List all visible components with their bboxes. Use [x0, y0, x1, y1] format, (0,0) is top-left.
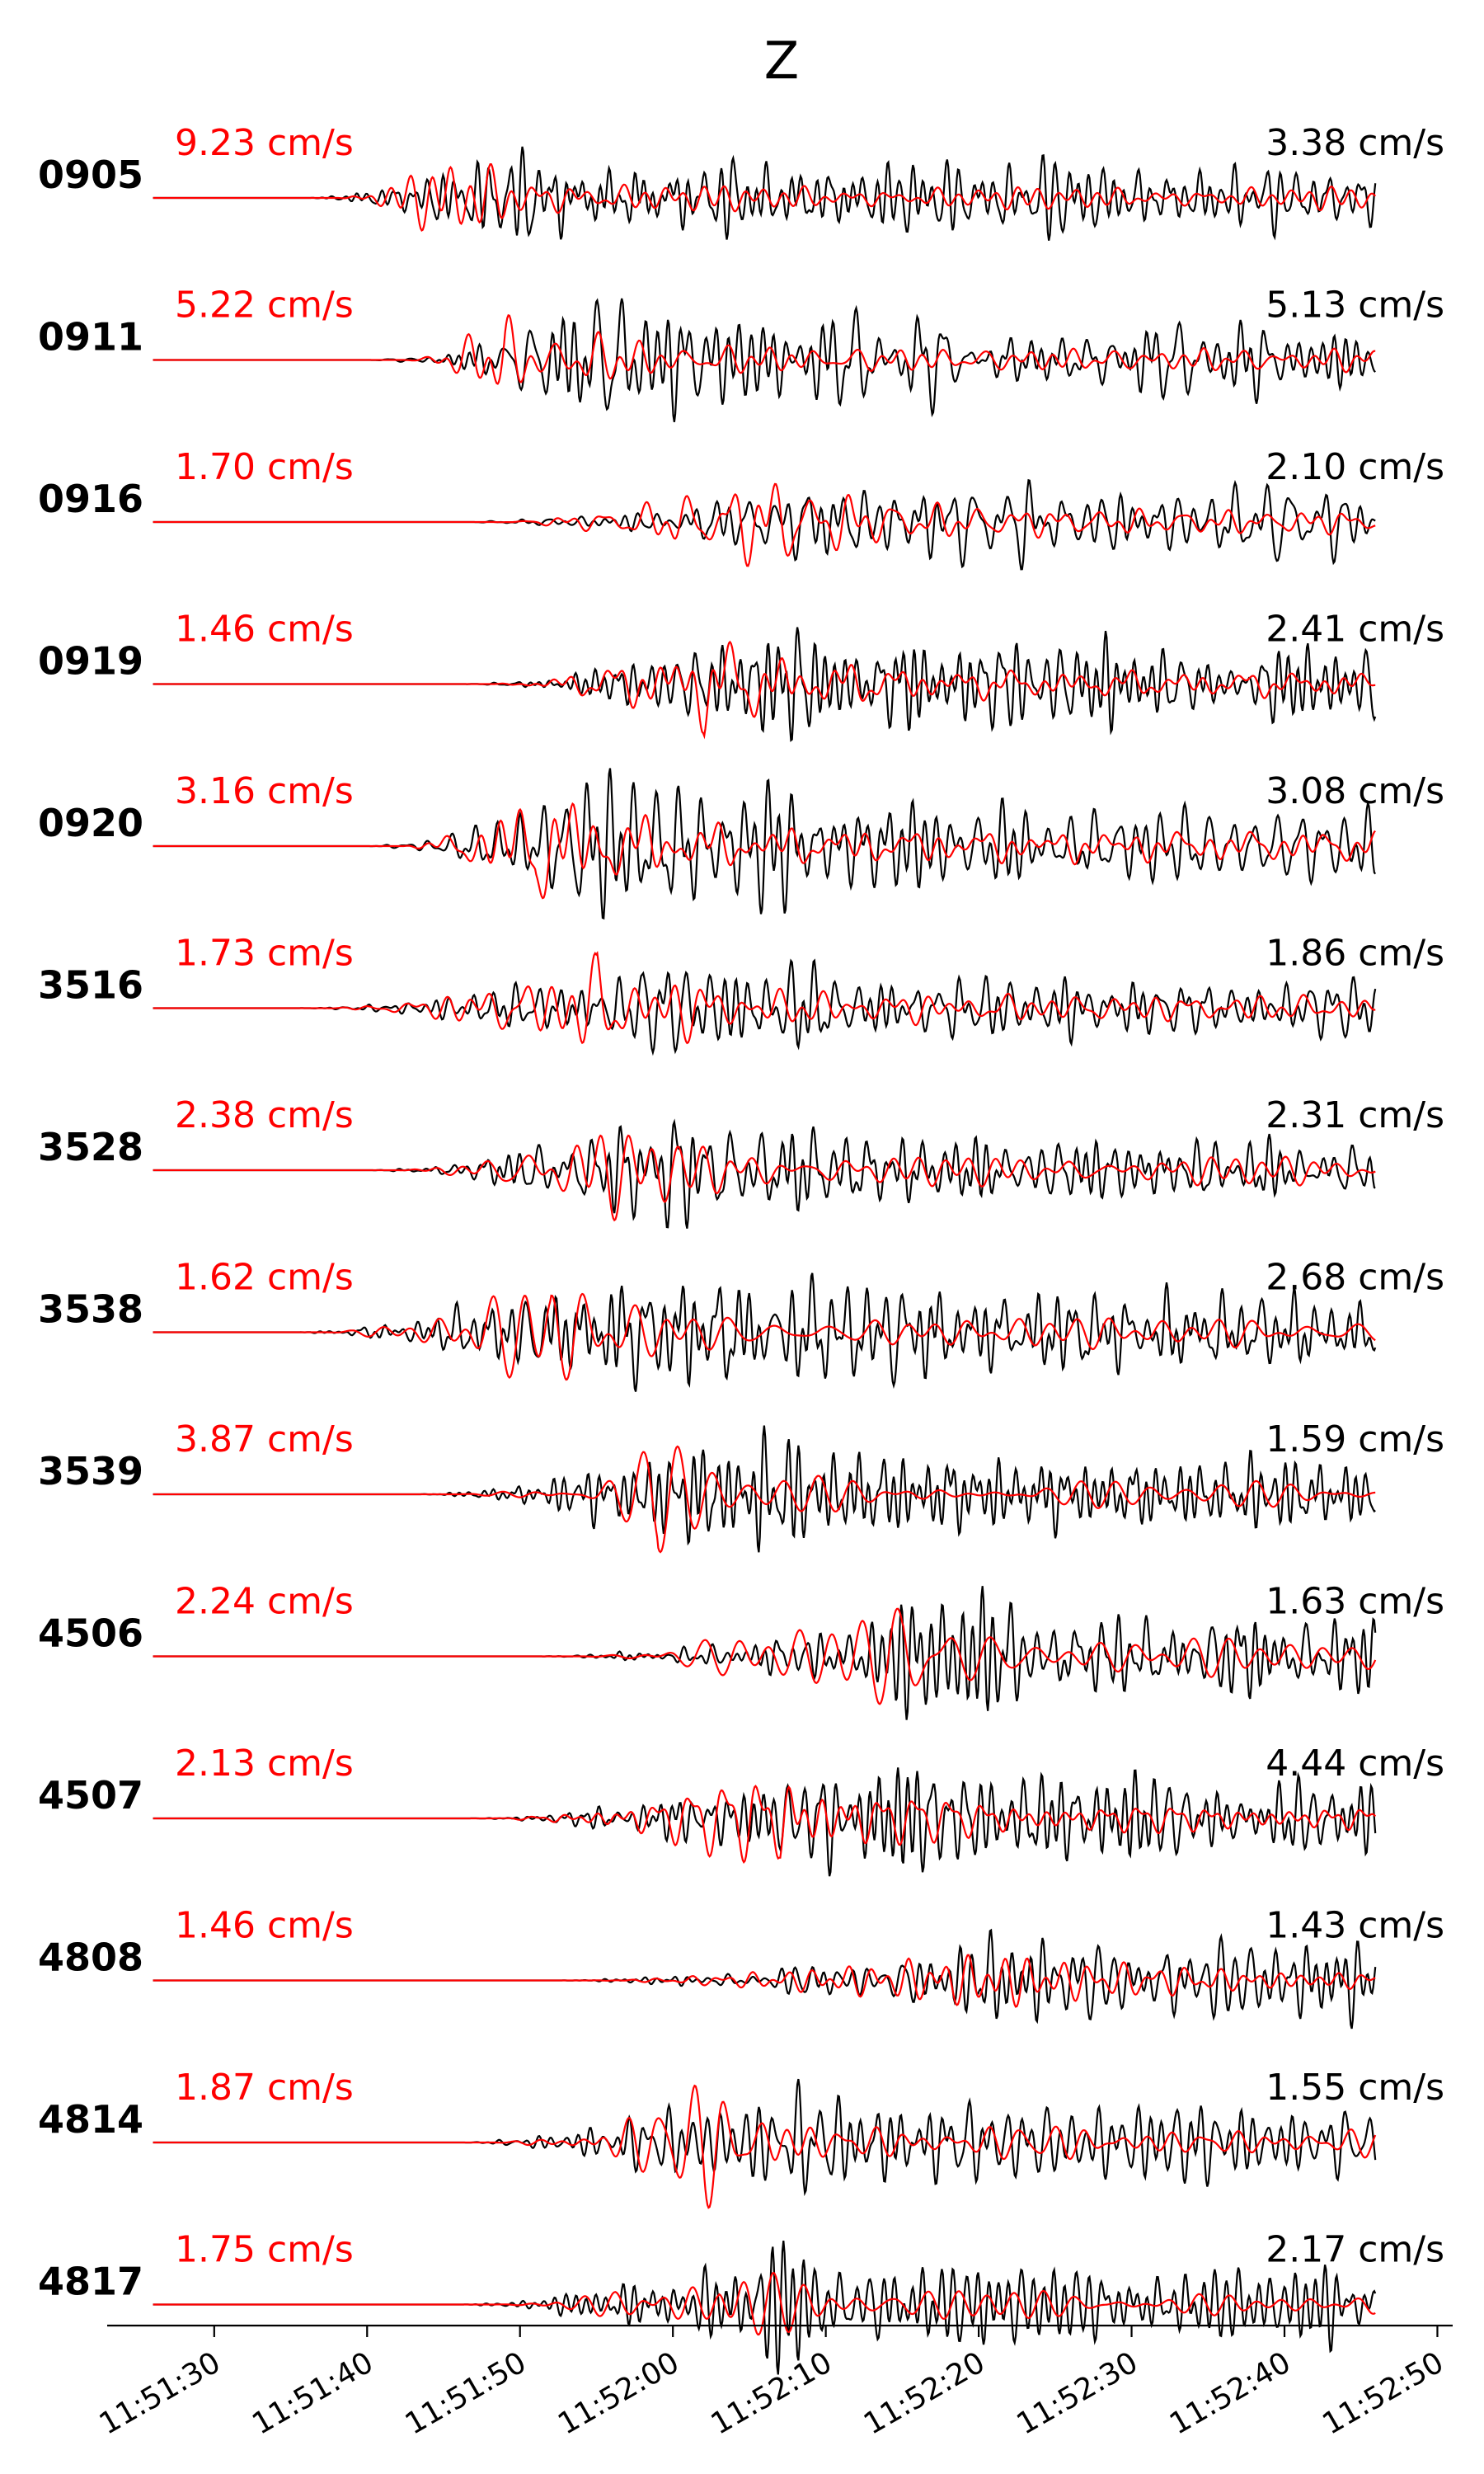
x-tick-label: 11:52:30 [1012, 2345, 1144, 2441]
x-tick-label: 11:52:40 [1164, 2345, 1297, 2441]
trace-red-line [153, 313, 1376, 385]
station-label: 0905 [38, 153, 143, 197]
station-label: 3516 [38, 963, 143, 1008]
black-peak-label: 5.13 cm/s [1266, 285, 1444, 327]
trace-red-line [153, 482, 1376, 567]
trace-3516: 3516 1.73 cm/s 1.86 cm/s [38, 933, 1444, 1056]
trace-red-line [153, 1445, 1376, 1554]
black-peak-label: 4.44 cm/s [1266, 1743, 1444, 1785]
trace-0911: 0911 5.22 cm/s 5.13 cm/s [38, 285, 1444, 422]
x-tick-label: 11:52:20 [858, 2345, 991, 2441]
black-peak-label: 1.59 cm/s [1266, 1418, 1444, 1460]
trace-red-line [153, 951, 1376, 1045]
red-peak-label: 3.16 cm/s [175, 770, 354, 812]
trace-3528: 3528 2.38 cm/s 2.31 cm/s [38, 1094, 1444, 1229]
red-peak-label: 1.46 cm/s [175, 609, 354, 651]
trace-3539: 3539 3.87 cm/s 1.59 cm/s [38, 1418, 1444, 1554]
red-peak-label: 1.73 cm/s [175, 933, 354, 975]
trace-0916: 0916 1.70 cm/s 2.10 cm/s [38, 446, 1444, 571]
station-label: 0919 [38, 639, 143, 684]
x-axis: 11:51:30 11:51:40 11:51:50 11:52:00 11:52:10… [94, 2324, 1453, 2442]
red-peak-label: 2.38 cm/s [175, 1094, 354, 1136]
x-tick-label: 11:51:40 [247, 2345, 379, 2441]
black-peak-label: 3.38 cm/s [1266, 122, 1444, 164]
red-peak-label: 1.46 cm/s [175, 1905, 354, 1947]
x-tick-label: 11:52:50 [1317, 2345, 1449, 2441]
black-peak-label: 1.63 cm/s [1266, 1581, 1444, 1623]
station-label: 0916 [38, 477, 143, 521]
trace-black-line [153, 146, 1377, 241]
trace-red-line [153, 1607, 1377, 1705]
red-peak-label: 1.70 cm/s [175, 446, 354, 488]
station-label: 3528 [38, 1125, 143, 1169]
x-tick-label: 11:51:30 [94, 2345, 227, 2441]
black-peak-label: 1.55 cm/s [1266, 2067, 1444, 2109]
red-peak-label: 2.24 cm/s [175, 1581, 354, 1623]
station-label: 0911 [38, 315, 143, 360]
station-label: 4814 [38, 2097, 143, 2142]
x-tick-label: 11:52:00 [552, 2345, 685, 2441]
station-label: 4808 [38, 1935, 143, 1980]
trace-red-line [153, 1134, 1376, 1222]
trace-0919: 0919 1.46 cm/s 2.41 cm/s [38, 609, 1444, 742]
trace-panel: 0905 9.23 cm/s 3.38 cm/s 0911 5.22 cm/s 5.13 … [38, 122, 1444, 2375]
trace-red-line [153, 2271, 1376, 2336]
red-peak-label: 2.13 cm/s [175, 1743, 354, 1785]
black-peak-label: 2.17 cm/s [1266, 2229, 1444, 2271]
trace-black-line [153, 958, 1377, 1056]
trace-red-line [153, 2084, 1377, 2209]
black-peak-label: 2.31 cm/s [1266, 1094, 1444, 1136]
trace-red-line [153, 802, 1376, 900]
trace-4507: 4507 2.13 cm/s 4.44 cm/s [38, 1743, 1444, 1877]
red-peak-label: 3.87 cm/s [175, 1418, 354, 1460]
trace-0920: 0920 3.16 cm/s 3.08 cm/s [38, 768, 1444, 920]
black-peak-label: 1.43 cm/s [1266, 1905, 1444, 1947]
trace-red-line [153, 640, 1376, 740]
trace-4817: 4817 1.75 cm/s 2.17 cm/s [38, 2229, 1444, 2375]
red-peak-label: 9.23 cm/s [175, 122, 354, 164]
red-peak-label: 1.87 cm/s [175, 2067, 354, 2109]
black-peak-label: 2.68 cm/s [1266, 1257, 1444, 1299]
x-tick-label: 11:52:10 [706, 2345, 838, 2441]
station-label: 4817 [38, 2260, 143, 2304]
trace-red-line [153, 1292, 1376, 1381]
station-label: 4506 [38, 1611, 143, 1656]
trace-red-line [153, 162, 1377, 232]
black-peak-label: 2.10 cm/s [1266, 446, 1444, 488]
black-peak-label: 3.08 cm/s [1266, 770, 1444, 812]
trace-4814: 4814 1.87 cm/s 1.55 cm/s [38, 2067, 1444, 2209]
trace-red-line [153, 1954, 1376, 2008]
chart-title: Z [764, 31, 799, 91]
red-peak-label: 1.62 cm/s [175, 1257, 354, 1299]
station-label: 3538 [38, 1287, 143, 1332]
trace-4808: 4808 1.46 cm/s 1.43 cm/s [38, 1905, 1444, 2030]
station-label: 0920 [38, 801, 143, 845]
trace-red-line [153, 1785, 1377, 1865]
station-label: 3539 [38, 1449, 143, 1493]
station-label: 4507 [38, 1773, 143, 1818]
red-peak-label: 5.22 cm/s [175, 285, 354, 327]
trace-3538: 3538 1.62 cm/s 2.68 cm/s [38, 1257, 1444, 1392]
red-peak-label: 1.75 cm/s [175, 2229, 354, 2271]
black-peak-label: 2.41 cm/s [1266, 609, 1444, 651]
x-tick-label: 11:51:50 [400, 2345, 533, 2441]
trace-4506: 4506 2.24 cm/s 1.63 cm/s [38, 1581, 1444, 1720]
trace-0905: 0905 9.23 cm/s 3.38 cm/s [38, 122, 1444, 241]
black-peak-label: 1.86 cm/s [1266, 933, 1444, 975]
